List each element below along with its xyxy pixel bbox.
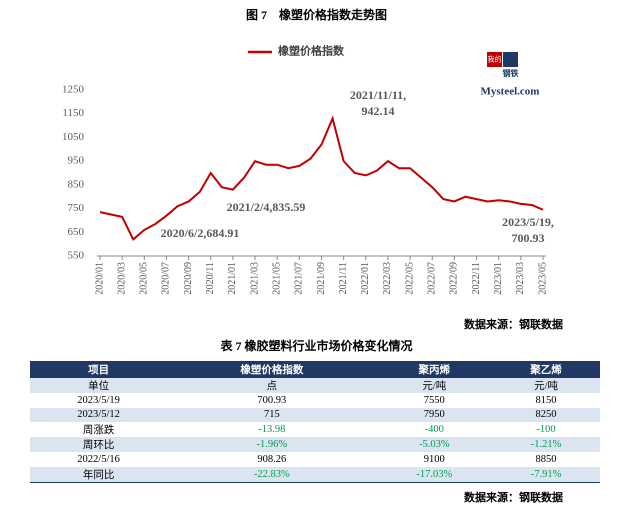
logo-text: Mysteel.com xyxy=(481,86,540,98)
table-cell: -13.98 xyxy=(258,424,286,435)
table-cell: -1.96% xyxy=(167,437,377,452)
logo-top: 我的 xyxy=(488,55,502,64)
annotation: 2023/5/19, xyxy=(502,215,554,229)
y-tick-label: 950 xyxy=(68,155,85,167)
table-cell: 年同比 xyxy=(30,466,168,483)
y-tick-label: 850 xyxy=(68,178,85,190)
x-tick-label: 2020/01 xyxy=(94,262,105,295)
x-tick-label: 2023/03 xyxy=(515,262,526,295)
x-tick-label: 2021/03 xyxy=(249,262,260,295)
table-row: 2023/5/19 700.93 7550 8150 xyxy=(30,393,600,408)
table-title: 表 7 橡胶塑料行业市场价格变化情况 xyxy=(220,339,413,353)
table-cell: 8150 xyxy=(535,394,557,406)
series-line xyxy=(99,115,544,241)
y-tick-label: 750 xyxy=(68,202,85,214)
figure-title: 图 7 橡塑价格指数走势图 xyxy=(245,8,387,22)
table-cell: -400 xyxy=(424,424,444,435)
x-tick-label: 2022/05 xyxy=(404,262,415,295)
x-tick-label: 2021/05 xyxy=(271,262,282,295)
table-cell: 8850 xyxy=(535,453,557,465)
table-cell: 908.26 xyxy=(257,453,287,465)
table-row: 单位点元/吨 元/吨 xyxy=(30,378,600,393)
annotation: 2021/11/11, xyxy=(350,88,406,102)
table-header-cell: 聚丙烯 xyxy=(376,361,493,378)
chart-source: 数据来源：钢联数据 xyxy=(464,319,563,331)
annotation: 2020/6/2,684.91 xyxy=(161,226,240,240)
table-cell: -17.03% xyxy=(376,466,493,483)
x-tick-label: 2022/01 xyxy=(360,262,371,295)
x-tick-label: 2022/11 xyxy=(471,262,482,294)
table-cell: 2023/5/12 xyxy=(30,407,168,422)
table-source: 数据来源：钢联数据 xyxy=(464,492,563,504)
x-tick-label: 2020/07 xyxy=(161,262,172,295)
table-cell: 周涨跌 xyxy=(82,425,115,436)
y-tick-label: 1150 xyxy=(62,107,84,119)
legend-label: 橡塑价格指数 xyxy=(278,44,345,58)
table-cell: 700.93 xyxy=(257,394,287,406)
chart: 我的 钢铁 Mysteel.com 550 650 750 850 950 1050 115… xyxy=(62,44,554,295)
table-row: 周环比 -1.96% -5.03% -1.21% xyxy=(30,437,600,452)
table-cell: 8250 xyxy=(492,407,600,422)
x-tick-label: 2021/07 xyxy=(294,262,305,295)
table-cell: -22.83% xyxy=(167,466,377,483)
table-cell: 周环比 xyxy=(30,437,168,452)
x-tick-label: 2022/07 xyxy=(427,262,438,295)
logo-bottom: 钢铁 xyxy=(503,68,519,78)
y-tick-label: 550 xyxy=(68,250,85,262)
x-tick-label: 2022/03 xyxy=(382,262,393,295)
table-cell: 点 xyxy=(167,378,377,393)
table-header-cell: 橡塑价格指数 xyxy=(167,361,377,378)
logo: 我的 钢铁 Mysteel.com xyxy=(481,52,540,98)
table-cell: 715 xyxy=(167,407,377,422)
x-tick-label: 2023/01 xyxy=(493,262,504,295)
table-cell: 2022/5/16 xyxy=(77,453,120,465)
table-row: 年同比 -22.83% -17.03% -7.91% xyxy=(30,466,600,483)
table-cell: -100 xyxy=(536,424,556,435)
x-tick-label: 2020/05 xyxy=(139,262,150,295)
table-cell: -1.21% xyxy=(492,437,600,452)
table-cell: 7950 xyxy=(376,407,493,422)
annotation: 942.14 xyxy=(362,104,395,118)
table-cell: 单位 xyxy=(30,378,168,393)
table-cell: 元/吨 xyxy=(492,378,600,393)
x-tick-label: 2021/11 xyxy=(338,262,349,294)
x-tick-label: 2021/01 xyxy=(227,262,238,295)
data-table: 项目 橡塑价格指数 聚丙烯 聚乙烯 单位点元/吨 元/吨 2023/5/19 700.93 75… xyxy=(30,361,600,483)
table-row: 2022/5/16 908.26 9100 8850 xyxy=(30,452,600,467)
y-tick-label: 1250 xyxy=(62,84,85,96)
x-tick-label: 2020/09 xyxy=(183,262,194,295)
table-cell: 2023/5/19 xyxy=(77,394,120,406)
annotation: 700.93 xyxy=(512,231,545,245)
annotation: 2021/2/4,835.59 xyxy=(227,200,306,214)
y-tick-label: 650 xyxy=(68,226,85,238)
x-tick-label: 2020/11 xyxy=(205,262,216,294)
table-cell: -5.03% xyxy=(376,437,493,452)
table-row: 2023/5/12 715 7950 8250 xyxy=(30,407,600,422)
table-row: 周涨跌 -13.98 -400 -100 xyxy=(30,422,600,437)
x-tick-label: 2021/09 xyxy=(316,262,327,295)
table-header-cell: 项目 xyxy=(30,361,168,378)
x-tick-label: 2020/03 xyxy=(116,262,127,295)
y-tick-label: 1050 xyxy=(62,131,85,143)
x-tick-label: 2022/09 xyxy=(449,262,460,295)
x-tick-label: 2023/05 xyxy=(537,262,548,295)
table-cell: 9100 xyxy=(423,453,445,465)
table-header-cell: 聚乙烯 xyxy=(492,361,600,378)
table-cell: 元/吨 xyxy=(376,378,493,393)
table-cell: 7550 xyxy=(423,394,445,406)
table-cell: -7.91% xyxy=(492,466,600,483)
